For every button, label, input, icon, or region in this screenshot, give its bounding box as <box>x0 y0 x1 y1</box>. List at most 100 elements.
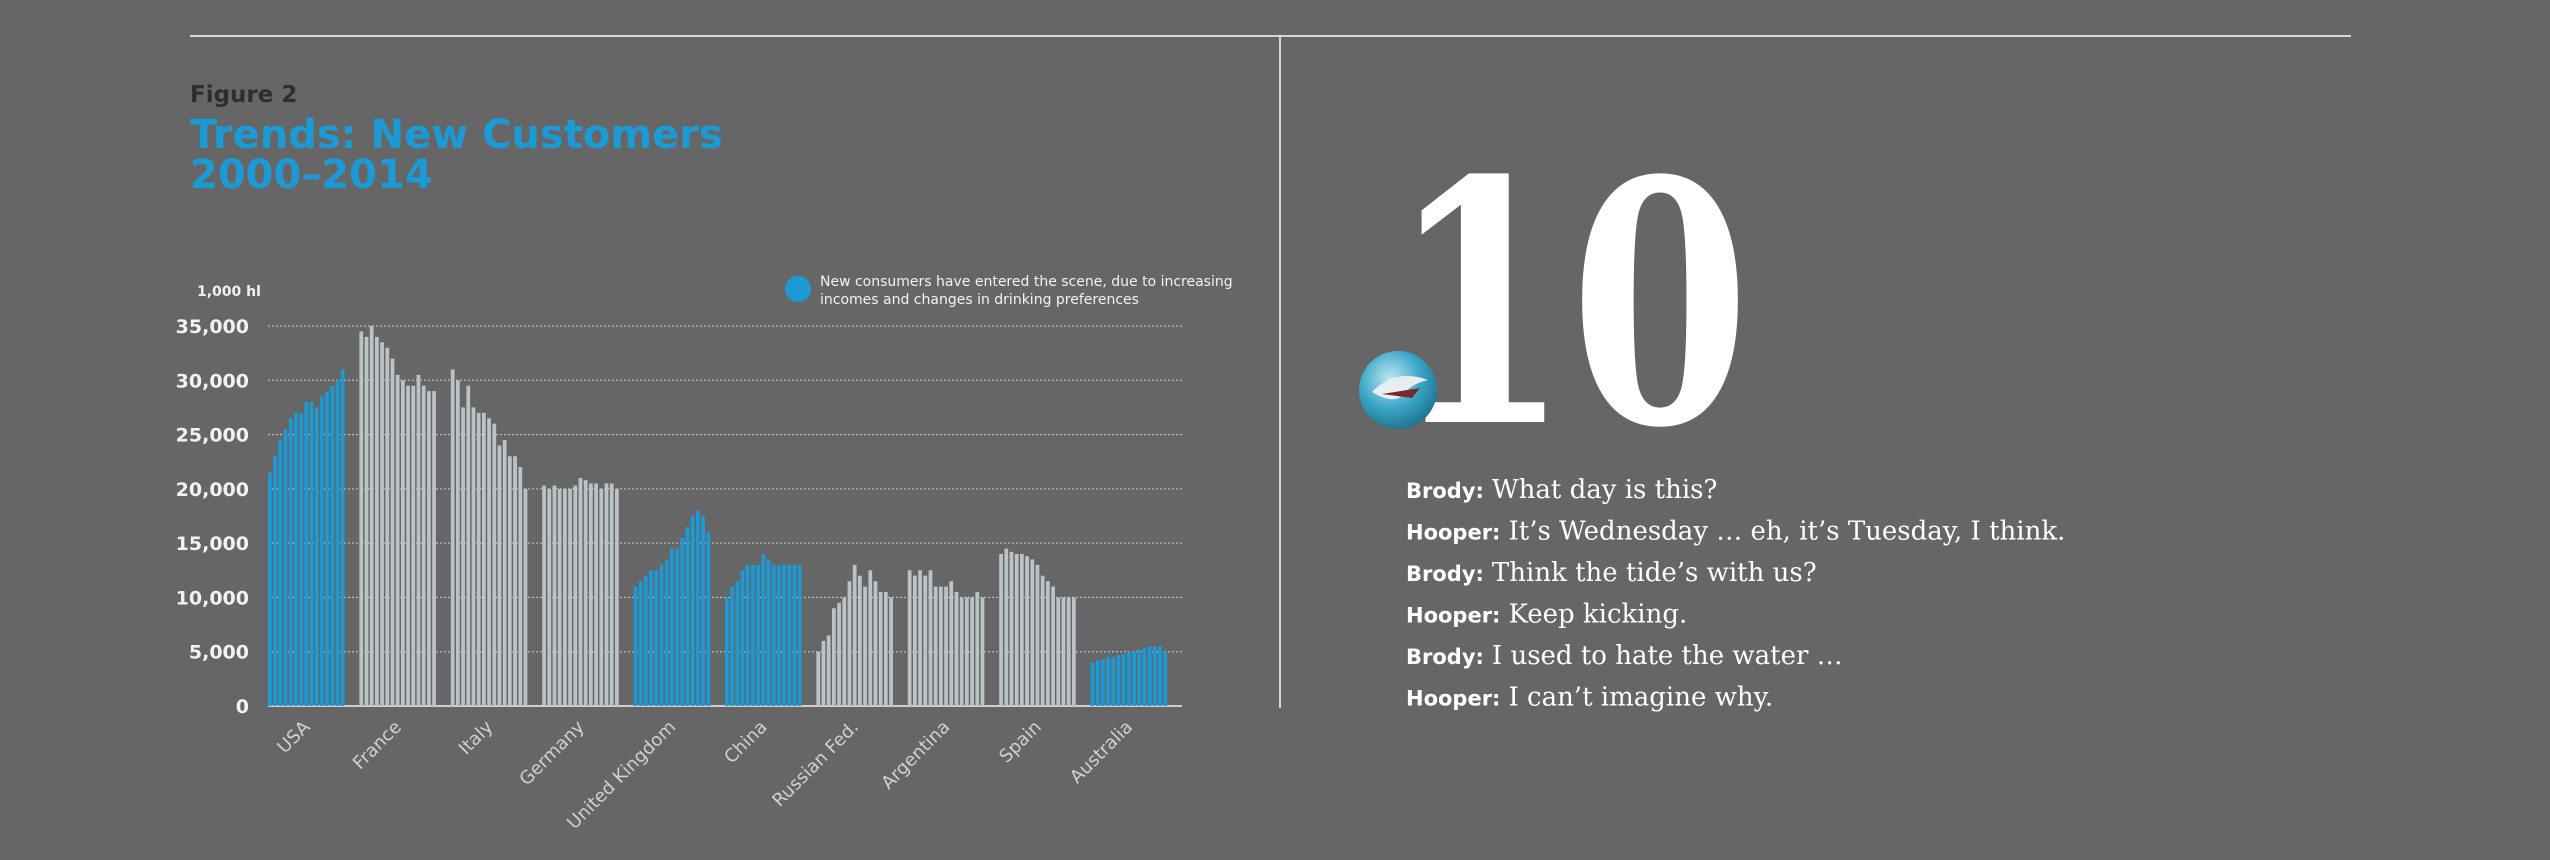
shark-icon-mouth <box>1382 388 1420 398</box>
bar <box>1132 651 1136 706</box>
bar <box>1106 657 1110 706</box>
legend-swatch <box>785 276 811 302</box>
bar <box>735 581 740 706</box>
bar <box>1090 662 1095 706</box>
bar <box>939 586 943 706</box>
bar <box>508 456 512 706</box>
bar <box>847 581 852 706</box>
bar <box>756 564 760 706</box>
bar <box>278 440 283 706</box>
bar <box>1051 586 1055 706</box>
bar <box>369 326 374 706</box>
bar <box>913 575 917 706</box>
speaker: Hooper: <box>1406 687 1500 711</box>
bar <box>965 597 969 706</box>
bar <box>792 564 797 706</box>
bar <box>1127 651 1131 706</box>
bar <box>502 440 507 706</box>
bar <box>456 380 460 706</box>
bar <box>466 385 471 706</box>
bar <box>563 488 567 706</box>
bar <box>730 586 734 706</box>
bar <box>816 651 821 706</box>
bar <box>320 396 324 706</box>
bar <box>1101 659 1105 706</box>
bar <box>1030 559 1035 706</box>
bar <box>670 548 674 706</box>
bar <box>659 564 664 706</box>
bar <box>523 488 528 706</box>
quote: Keep kicking. <box>1508 600 1687 630</box>
bar <box>406 385 410 706</box>
bar <box>852 564 857 706</box>
bar <box>427 391 431 706</box>
bar <box>797 564 802 706</box>
chart-title: 2000–2014 <box>190 152 433 198</box>
bar <box>461 407 465 706</box>
bar <box>359 331 364 706</box>
bar <box>401 380 405 706</box>
figure-label: Figure 2 <box>190 82 297 108</box>
bar <box>1025 556 1029 706</box>
bar <box>552 485 557 706</box>
quote: Think the tide’s with us? <box>1492 558 1817 588</box>
y-unit: 1,000 hl <box>197 284 261 300</box>
bar <box>649 570 653 706</box>
bar <box>599 488 604 706</box>
bar <box>928 570 933 706</box>
bar <box>706 532 711 706</box>
quote: I can’t imagine why. <box>1508 683 1773 713</box>
bar <box>589 483 593 706</box>
bar <box>273 456 277 706</box>
bar <box>842 597 847 706</box>
bar <box>1121 653 1126 706</box>
bar <box>685 526 690 706</box>
bar <box>288 418 293 706</box>
bar <box>609 483 614 706</box>
speaker: Brody: <box>1406 645 1484 669</box>
bar <box>364 336 369 706</box>
bar <box>1020 554 1024 706</box>
bar <box>1137 649 1142 706</box>
bar <box>416 374 421 706</box>
bar <box>1147 646 1152 706</box>
bar <box>680 537 685 706</box>
y-tick-label: 10,000 <box>176 587 249 609</box>
bar <box>944 586 948 706</box>
bar <box>547 488 552 706</box>
bar <box>782 564 786 706</box>
bar <box>1111 657 1116 706</box>
speaker: Hooper: <box>1406 521 1500 545</box>
bar <box>1095 660 1100 706</box>
bar <box>542 485 546 706</box>
bar <box>959 597 964 706</box>
bar <box>304 402 309 706</box>
bar <box>970 597 974 706</box>
bar <box>568 488 572 706</box>
bar <box>411 385 416 706</box>
dialogue-line: Brody: I used to hate the water … <box>1406 641 1843 671</box>
bar <box>740 570 745 706</box>
bar <box>299 412 303 706</box>
bar <box>975 592 980 706</box>
bar <box>268 472 272 706</box>
bar <box>873 581 878 706</box>
bar <box>761 554 766 706</box>
bar <box>918 570 922 706</box>
speaker: Hooper: <box>1406 604 1500 628</box>
bar <box>858 575 862 706</box>
bar <box>771 564 776 706</box>
bar <box>330 385 335 706</box>
bar <box>863 586 867 706</box>
bar <box>573 485 578 706</box>
bar <box>518 467 523 706</box>
bar <box>889 597 893 706</box>
bar <box>745 564 750 706</box>
bar <box>325 391 329 706</box>
bar <box>868 570 873 706</box>
bar <box>633 586 638 706</box>
bar <box>821 640 826 706</box>
bar <box>390 358 395 706</box>
